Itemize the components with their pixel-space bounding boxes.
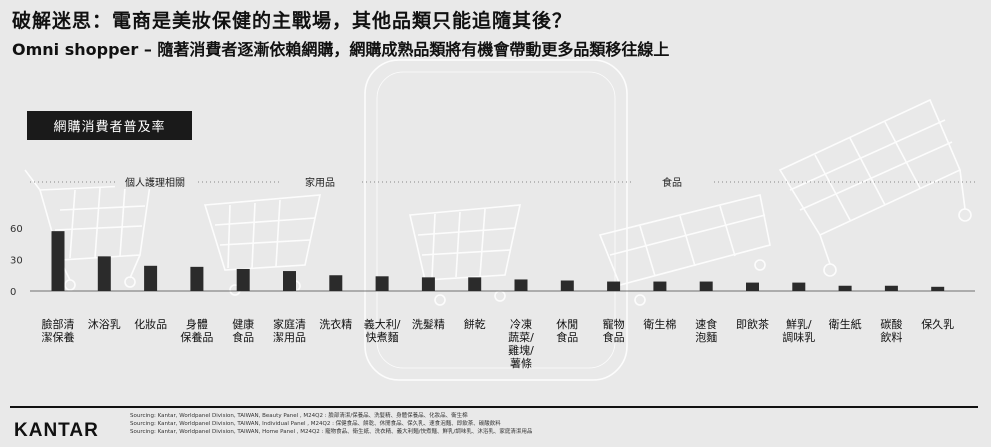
x-tick-label: 休閒	[556, 318, 578, 331]
bar	[607, 281, 621, 291]
x-tick-label: 潔用品	[273, 330, 306, 344]
category-group-label: 食品	[662, 176, 682, 189]
bar	[236, 268, 250, 291]
category-group-label: 家用品	[305, 176, 335, 189]
x-tick-label: 義大利/	[364, 317, 401, 331]
y-tick-label: 60	[10, 224, 23, 235]
bar	[329, 275, 343, 291]
group-label-backdrop	[632, 176, 712, 189]
x-tick-label: 寵物	[603, 317, 625, 331]
page-subtitle: Omni shopper – 隨著消費者逐漸依賴網購，網購成熟品類將有機會帶動更…	[12, 40, 670, 59]
shopping-cart-icon	[778, 98, 972, 277]
source-notes: Sourcing: Kantar, Worldpanel Division, T…	[130, 412, 532, 436]
bar	[283, 271, 296, 291]
x-tick-label: 健康	[232, 317, 254, 331]
x-tick-label: 洗髮精	[412, 317, 445, 331]
y-tick-label: 0	[10, 287, 16, 298]
y-tick-label: 30	[10, 256, 23, 267]
page-title: 破解迷思：電商是美妝保健的主戰場，其他品類只能追隨其後？	[12, 10, 573, 32]
x-tick-label: 調味乳	[782, 330, 815, 344]
bar	[97, 256, 111, 291]
kantar-logo: KANTAR	[14, 420, 99, 441]
bar	[884, 285, 898, 291]
x-tick-label: 碳酸	[880, 317, 902, 331]
x-tick-label: 雞塊/	[508, 343, 534, 357]
source-line: Sourcing: Kantar, Worldpanel Division, T…	[130, 421, 501, 427]
x-tick-label: 即飲茶	[736, 317, 769, 331]
chart-title-badge: 網購消費者普及率	[27, 111, 192, 140]
bar	[514, 279, 528, 291]
bar	[653, 281, 667, 291]
x-tick-label: 衛生紙	[829, 317, 862, 331]
x-tick-label: 食品	[232, 330, 254, 344]
bar	[468, 277, 482, 291]
source-line: Sourcing: Kantar, Worldpanel Division, T…	[130, 413, 468, 419]
x-tick-label: 食品	[603, 330, 625, 344]
x-tick-label: 洗衣精	[319, 317, 352, 331]
bar	[421, 277, 435, 291]
group-label-backdrop	[115, 176, 195, 189]
bar	[931, 286, 945, 291]
x-tick-label: 薯條	[510, 356, 532, 370]
bar	[560, 280, 574, 291]
x-tick-label: 餅乾	[464, 317, 486, 331]
x-tick-label: 飲料	[880, 330, 902, 344]
x-tick-label: 泡麵	[695, 330, 717, 344]
x-tick-label: 蔬菜/	[508, 331, 534, 344]
x-tick-label: 保久乳	[921, 317, 954, 331]
x-tick-label: 衛生棉	[643, 317, 676, 331]
bar	[699, 281, 713, 291]
x-tick-label: 食品	[556, 330, 578, 344]
bar	[144, 265, 158, 291]
shopping-cart-icon	[598, 194, 771, 306]
bar	[51, 231, 65, 291]
phone-outline-icon	[364, 59, 628, 381]
x-tick-label: 鮮乳/	[786, 317, 812, 331]
source-line: Sourcing: Kantar, Worldpanel Division, T…	[130, 429, 533, 435]
x-tick-label: 快煮麵	[366, 331, 399, 344]
x-tick-label: 臉部清	[42, 317, 75, 331]
category-group-label: 個人護理相關	[125, 176, 185, 189]
bar	[838, 285, 852, 291]
x-tick-label: 沐浴乳	[88, 318, 121, 331]
footer-divider	[10, 406, 978, 408]
x-tick-label: 冷凍	[510, 318, 532, 331]
bar	[190, 266, 204, 291]
group-label-backdrop	[280, 176, 360, 189]
x-tick-label: 化妝品	[134, 317, 167, 331]
bar	[792, 282, 806, 291]
shopping-cart-icon	[409, 204, 522, 306]
x-tick-label: 潔保養	[42, 330, 75, 344]
bar	[375, 276, 389, 291]
x-tick-label: 保養品	[180, 330, 213, 344]
x-tick-label: 家庭清	[273, 317, 306, 331]
bar	[746, 282, 759, 291]
x-tick-label: 速食	[695, 317, 717, 331]
x-tick-label: 身體	[186, 317, 208, 331]
